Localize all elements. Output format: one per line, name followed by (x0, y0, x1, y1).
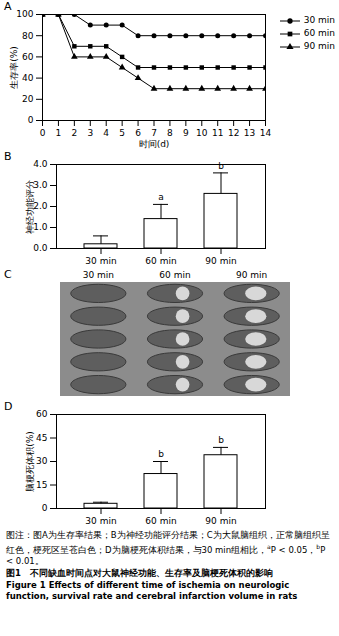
svg-text:12: 12 (228, 128, 239, 138)
svg-text:0: 0 (42, 503, 48, 513)
html-text:60 min: 60 min (303, 28, 335, 38)
svg-text:60: 60 (22, 52, 34, 62)
svg-text:b: b (218, 161, 224, 171)
svg-text:40: 40 (22, 73, 34, 83)
svg-text:生存率(%): 生存率(%) (9, 46, 19, 89)
svg-text:30 min: 30 min (85, 516, 116, 526)
html-text:A: A (4, 0, 12, 13)
svg-text:6: 6 (135, 128, 141, 138)
html-text:30 min: 30 min (303, 15, 335, 25)
svg-text:60 min: 60 min (145, 516, 176, 526)
svg-text:b: b (158, 449, 164, 459)
svg-text:30 min: 30 min (83, 270, 114, 280)
svg-text:60: 60 (36, 409, 48, 419)
html-text:90 min: 90 min (303, 41, 335, 51)
svg-text:1: 1 (56, 128, 62, 138)
svg-text:9: 9 (183, 128, 189, 138)
svg-text:100: 100 (16, 9, 33, 19)
svg-text:45: 45 (36, 433, 47, 443)
svg-text:90 min: 90 min (205, 256, 236, 266)
svg-text:8: 8 (167, 128, 173, 138)
svg-text:2: 2 (71, 128, 77, 138)
svg-text:神经功能评分: 神经功能评分 (25, 180, 35, 234)
svg-text:7: 7 (151, 128, 157, 138)
html-text:B: B (4, 150, 12, 163)
svg-text:60 min: 60 min (159, 270, 190, 280)
svg-text:4: 4 (103, 128, 109, 138)
svg-text:0: 0 (40, 128, 46, 138)
svg-text:14: 14 (260, 128, 272, 138)
svg-text:90 min: 90 min (205, 516, 236, 526)
svg-text:20: 20 (22, 94, 34, 104)
svg-text:11: 11 (212, 128, 223, 138)
svg-text:90 min: 90 min (236, 270, 267, 280)
svg-text:0: 0 (28, 115, 34, 125)
svg-text:脑梗死体积(%): 脑梗死体积(%) (25, 431, 35, 492)
svg-text:3: 3 (87, 128, 93, 138)
svg-text:4.0: 4.0 (33, 159, 48, 169)
svg-text:80: 80 (22, 31, 34, 41)
svg-text:30: 30 (36, 456, 48, 466)
html-text:图1 不同缺血时间点对大鼠神经功能、生存率及脑梗死体积的影响: 图1 不同缺血时间点对大鼠神经功能、生存率及脑梗死体积的影响 (6, 567, 273, 578)
svg-text:3.0: 3.0 (33, 180, 48, 190)
html-text:C: C (4, 268, 12, 281)
html-text:Figure 1 Effects of different: Figure 1 Effects of different time of is… (6, 579, 298, 601)
svg-text:15: 15 (36, 480, 47, 490)
svg-text:2.0: 2.0 (33, 201, 48, 211)
html-text:D: D (4, 400, 13, 413)
svg-text:1.0: 1.0 (33, 222, 48, 232)
html-text:图注：图A为生存率结果；B为神经功能评分结果；C为大鼠脑组织: 图注：图A为生存率结果；B为神经功能评分结果；C为大鼠脑组织，正常脑组织呈红色，… (6, 530, 330, 566)
svg-text:时间(d): 时间(d) (139, 139, 170, 149)
svg-text:60 min: 60 min (145, 256, 176, 266)
svg-text:5: 5 (119, 128, 125, 138)
svg-text:b: b (218, 435, 224, 445)
svg-text:13: 13 (244, 128, 255, 138)
svg-text:a: a (158, 192, 164, 202)
svg-text:30 min: 30 min (85, 256, 116, 266)
svg-text:10: 10 (196, 128, 208, 138)
svg-text:0.0: 0.0 (33, 243, 48, 253)
